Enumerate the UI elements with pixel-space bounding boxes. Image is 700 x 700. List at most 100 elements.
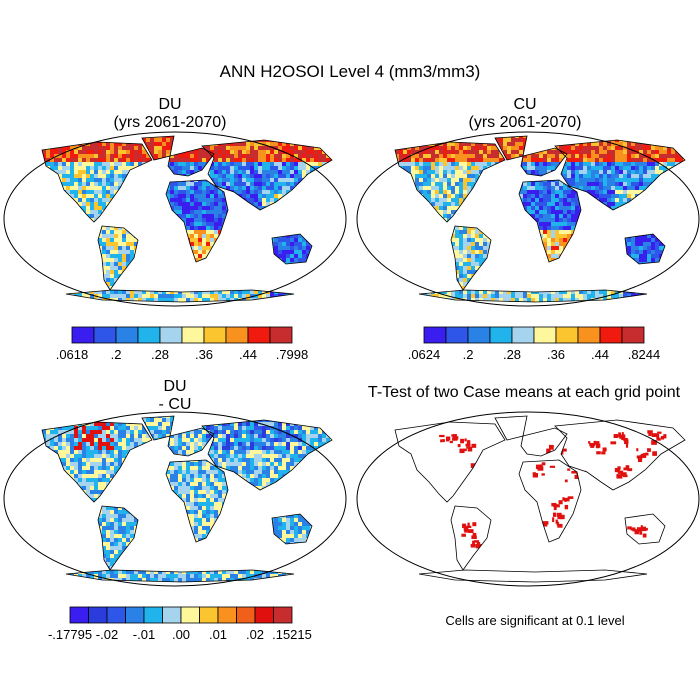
colorbar-tick-label: .44 — [239, 347, 257, 362]
colorbar-swatch — [269, 326, 293, 344]
colorbar-tick-label: -.02 — [96, 627, 118, 642]
panel-title-du: DU (yrs 2061-2070) — [60, 96, 280, 132]
coastline-northAmerica — [41, 141, 153, 223]
panel-cu-title-line2: (yrs 2061-2070) — [468, 114, 582, 131]
panel-du-title-line2: (yrs 2061-2070) — [113, 114, 227, 131]
coastline-africa — [165, 179, 229, 263]
colorbar-swatch — [181, 326, 205, 344]
coastline-southAmerica — [97, 505, 139, 571]
colorbar-swatch — [247, 326, 271, 344]
colorbar-tick-label: .00 — [172, 627, 190, 642]
colorbar-swatch — [203, 326, 227, 344]
colorbar-tick-label: .02 — [246, 627, 264, 642]
colorbar-tick-label: .0624 — [408, 347, 441, 362]
colorbar-swatch — [69, 606, 89, 624]
colorbar-tick-label: .01 — [209, 627, 227, 642]
colorbar-swatch — [445, 326, 469, 344]
colorbar-swatch — [225, 326, 249, 344]
colorbar-tick-label: .8244 — [628, 347, 661, 362]
coastline-antarctica — [65, 289, 295, 303]
colorbar-swatch — [236, 606, 256, 624]
colorbar-swatch — [577, 326, 601, 344]
colorbar-tick-label: -.01 — [133, 627, 155, 642]
colorbar-tick-label: .15215 — [272, 627, 312, 642]
coastline-antarctica — [418, 289, 648, 303]
panel-cu-title-line1: CU — [513, 96, 537, 113]
map-boundary — [356, 411, 700, 587]
coastline-europe — [167, 427, 215, 457]
colorbar-swatch — [106, 606, 126, 624]
colorbar-tick-label: .28 — [503, 347, 521, 362]
coastline-africa — [518, 459, 582, 543]
coastline-africa — [518, 179, 582, 263]
map-boundary — [3, 411, 347, 587]
colorbar-tick-label: .44 — [591, 347, 609, 362]
panel-diff-title-line1: DU — [163, 378, 187, 395]
coastline-antarctica — [65, 569, 295, 583]
coastline-southAmerica — [450, 505, 492, 571]
colorbar-swatch — [254, 606, 274, 624]
colorbar-swatch — [489, 326, 513, 344]
figure-title: ANN H2OSOI Level 4 (mm3/mm3) — [219, 62, 481, 81]
colorbar-swatch — [71, 326, 95, 344]
colorbar-tick-label: .36 — [195, 347, 213, 362]
colorbar-swatch — [115, 326, 139, 344]
coastline-europe — [520, 427, 568, 457]
colorbar-swatch — [423, 326, 447, 344]
colorbar-swatch — [217, 606, 237, 624]
map-cu — [356, 131, 700, 307]
significance-note: Cells are significant at 0.1 level — [445, 613, 625, 628]
colorbar-swatch — [533, 326, 557, 344]
map-diff — [3, 411, 347, 587]
panel-title-cu: CU (yrs 2061-2070) — [415, 96, 635, 132]
map-boundary — [3, 131, 347, 307]
panel-diff-title-line2: - CU — [158, 396, 192, 413]
colorbar-swatch — [88, 606, 108, 624]
colorbar-swatch — [162, 606, 182, 624]
colorbar-tick-label: .2 — [111, 347, 122, 362]
colorbar-swatch — [467, 326, 491, 344]
colorbar-swatch — [273, 606, 293, 624]
coastline-asia — [201, 419, 333, 491]
coastline-australia — [271, 233, 313, 265]
coastline-asia — [554, 139, 686, 211]
colorbar-tick-label: .0618 — [56, 347, 89, 362]
colorbar-swatch — [137, 326, 161, 344]
coastline-australia — [624, 233, 666, 265]
coastline-southAmerica — [97, 225, 139, 291]
coastline-asia — [554, 419, 686, 491]
colorbar-tick-label: .2 — [463, 347, 474, 362]
coastline-southAmerica — [450, 225, 492, 291]
colorbar-tick-label: .7998 — [276, 347, 309, 362]
colorbar-swatch — [621, 326, 645, 344]
panel-title-diff: DU - CU — [60, 378, 290, 414]
colorbar-swatch — [180, 606, 200, 624]
colorbar-tick-label: .28 — [151, 347, 169, 362]
coastline-antarctica — [418, 569, 648, 583]
coastline-asia — [201, 139, 333, 211]
coastline-europe — [167, 147, 215, 177]
colorbar-du: .0618 .2 .28 .36 .44 .7998 — [56, 326, 309, 362]
colorbar-swatch — [125, 606, 145, 624]
coastline-australia — [271, 513, 313, 545]
panel-ttest-title-line1: T-Test of two Case means at each grid po… — [367, 384, 681, 401]
coastline-northAmerica — [394, 421, 506, 503]
coastline-northAmerica — [41, 421, 153, 503]
map-du — [3, 131, 347, 307]
coastline-northAmerica — [394, 141, 506, 223]
coastline-africa — [165, 459, 229, 543]
colorbar-swatch — [159, 326, 183, 344]
coastline-europe — [520, 147, 568, 177]
colorbar-swatch — [199, 606, 219, 624]
panel-du-title-line1: DU — [158, 96, 182, 113]
panel-title-ttest: T-Test of two Case means at each grid po… — [348, 384, 700, 402]
colorbar-swatch — [511, 326, 535, 344]
colorbar-swatch — [599, 326, 623, 344]
colorbar-swatch — [555, 326, 579, 344]
coastline-australia — [624, 513, 666, 545]
map-boundary — [356, 131, 700, 307]
colorbar-swatch — [93, 326, 117, 344]
colorbar-diff: -.17795 -.02 -.01 .00 .01 .02 .15215 — [48, 606, 312, 642]
colorbar-tick-label: -.17795 — [48, 627, 92, 642]
map-ttest — [356, 411, 700, 587]
